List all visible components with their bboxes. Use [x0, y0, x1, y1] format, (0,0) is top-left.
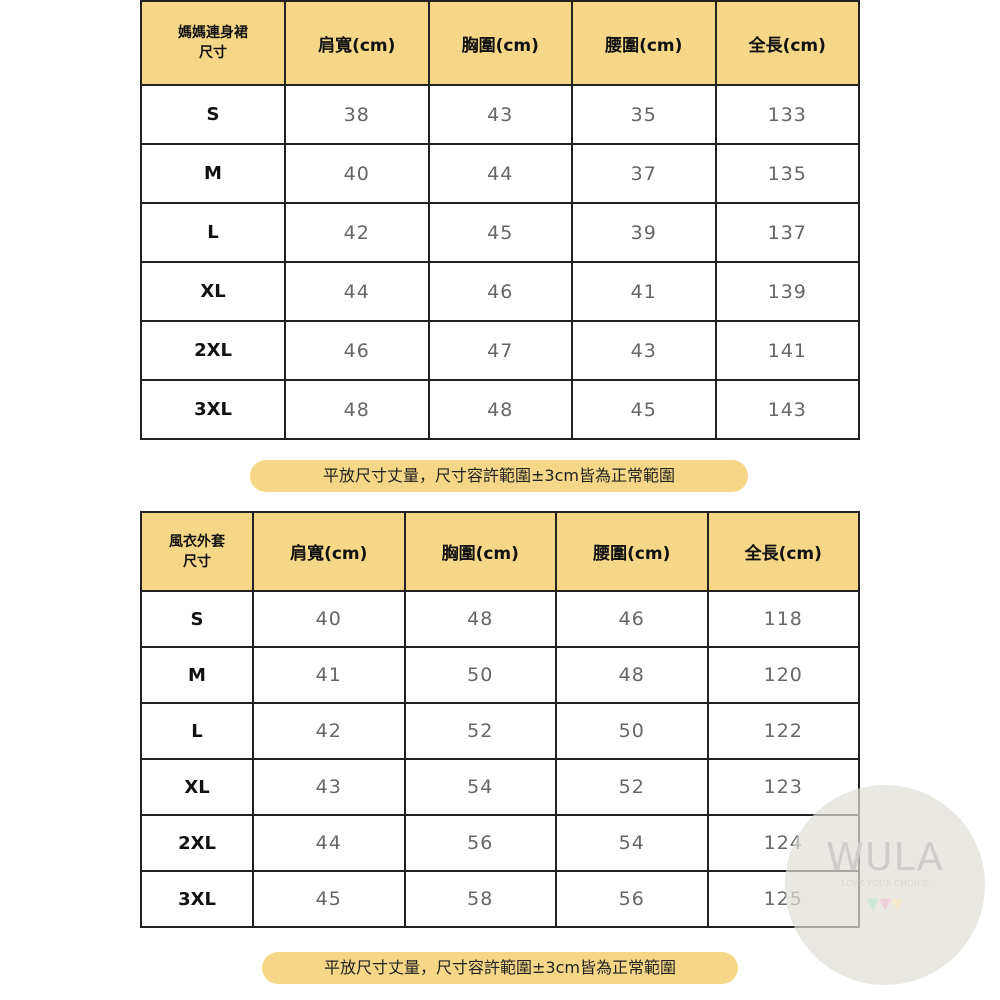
value-cell: 48: [427, 379, 573, 440]
dress-size-table: 媽媽連身裙 尺寸 肩寬(cm) 胸圍(cm) 腰圍(cm) 全長(cm) S 38 4…: [140, 0, 860, 440]
value-cell: 42: [284, 202, 430, 263]
table-row: 3XL 45 58 56 125: [140, 870, 860, 928]
value-cell: 43: [252, 758, 406, 816]
table-row: L 42 45 39 137: [140, 202, 860, 263]
header-waist: 腰圍(cm): [571, 0, 717, 86]
value-cell: 48: [403, 590, 557, 648]
coat-size-table: 風衣外套 尺寸 肩寬(cm) 胸圍(cm) 腰圍(cm) 全長(cm) S 40 48…: [140, 511, 860, 928]
header-shoulder: 肩寬(cm): [284, 0, 430, 86]
size-cell: L: [140, 702, 254, 760]
value-cell: 54: [555, 814, 709, 872]
value-cell: 118: [706, 590, 860, 648]
table-row: S 40 48 46 118: [140, 590, 860, 648]
size-cell: XL: [140, 758, 254, 816]
value-cell: 56: [403, 814, 557, 872]
value-cell: 46: [427, 261, 573, 322]
value-cell: 44: [252, 814, 406, 872]
watermark-logo: WULA LOVE YOUR CHOICE ▼▼▼: [785, 785, 985, 985]
header-waist: 腰圍(cm): [555, 511, 709, 592]
table-row: 2XL 46 47 43 141: [140, 320, 860, 381]
ice-cream-icons: ▼▼▼: [866, 894, 904, 913]
watermark-text: WULA: [826, 835, 944, 879]
value-cell: 135: [714, 143, 860, 204]
header-chest: 胸圍(cm): [427, 0, 573, 86]
value-cell: 35: [571, 84, 717, 145]
value-cell: 44: [284, 261, 430, 322]
header-row: 風衣外套 尺寸 肩寬(cm) 胸圍(cm) 腰圍(cm) 全長(cm): [140, 511, 860, 592]
value-cell: 43: [427, 84, 573, 145]
value-cell: 46: [555, 590, 709, 648]
value-cell: 139: [714, 261, 860, 322]
table-row: XL 44 46 41 139: [140, 261, 860, 322]
header-length: 全長(cm): [706, 511, 860, 592]
size-cell: 3XL: [140, 870, 254, 928]
size-cell: S: [140, 590, 254, 648]
size-cell: XL: [140, 261, 286, 322]
value-cell: 42: [252, 702, 406, 760]
value-cell: 48: [284, 379, 430, 440]
value-cell: 58: [403, 870, 557, 928]
value-cell: 41: [571, 261, 717, 322]
value-cell: 48: [555, 646, 709, 704]
value-cell: 143: [714, 379, 860, 440]
value-cell: 52: [403, 702, 557, 760]
size-cell: M: [140, 646, 254, 704]
measurement-note: 平放尺寸丈量，尺寸容許範圍±3cm皆為正常範圍: [250, 460, 748, 492]
value-cell: 45: [252, 870, 406, 928]
value-cell: 50: [555, 702, 709, 760]
value-cell: 47: [427, 320, 573, 381]
size-cell: L: [140, 202, 286, 263]
value-cell: 54: [403, 758, 557, 816]
size-cell: 2XL: [140, 320, 286, 381]
table-row: S 38 43 35 133: [140, 84, 860, 145]
value-cell: 133: [714, 84, 860, 145]
table-row: M 41 50 48 120: [140, 646, 860, 704]
value-cell: 52: [555, 758, 709, 816]
value-cell: 39: [571, 202, 717, 263]
size-cell: M: [140, 143, 286, 204]
table-row: M 40 44 37 135: [140, 143, 860, 204]
value-cell: 46: [284, 320, 430, 381]
value-cell: 43: [571, 320, 717, 381]
size-cell: S: [140, 84, 286, 145]
value-cell: 122: [706, 702, 860, 760]
value-cell: 137: [714, 202, 860, 263]
table-row: 3XL 48 48 45 143: [140, 379, 860, 440]
value-cell: 41: [252, 646, 406, 704]
value-cell: 40: [252, 590, 406, 648]
value-cell: 45: [427, 202, 573, 263]
value-cell: 141: [714, 320, 860, 381]
header-length: 全長(cm): [714, 0, 860, 86]
header-row: 媽媽連身裙 尺寸 肩寬(cm) 胸圍(cm) 腰圍(cm) 全長(cm): [140, 0, 860, 86]
header-size: 風衣外套 尺寸: [140, 511, 254, 592]
value-cell: 120: [706, 646, 860, 704]
value-cell: 44: [427, 143, 573, 204]
table-row: L 42 52 50 122: [140, 702, 860, 760]
header-size: 媽媽連身裙 尺寸: [140, 0, 286, 86]
value-cell: 40: [284, 143, 430, 204]
measurement-note: 平放尺寸丈量，尺寸容許範圍±3cm皆為正常範圍: [262, 952, 738, 984]
header-chest: 胸圍(cm): [403, 511, 557, 592]
value-cell: 37: [571, 143, 717, 204]
header-shoulder: 肩寬(cm): [252, 511, 406, 592]
value-cell: 50: [403, 646, 557, 704]
value-cell: 56: [555, 870, 709, 928]
size-cell: 3XL: [140, 379, 286, 440]
watermark-tagline: LOVE YOUR CHOICE: [841, 879, 929, 888]
value-cell: 38: [284, 84, 430, 145]
table-row: 2XL 44 56 54 124: [140, 814, 860, 872]
value-cell: 45: [571, 379, 717, 440]
table-row: XL 43 54 52 123: [140, 758, 860, 816]
size-cell: 2XL: [140, 814, 254, 872]
